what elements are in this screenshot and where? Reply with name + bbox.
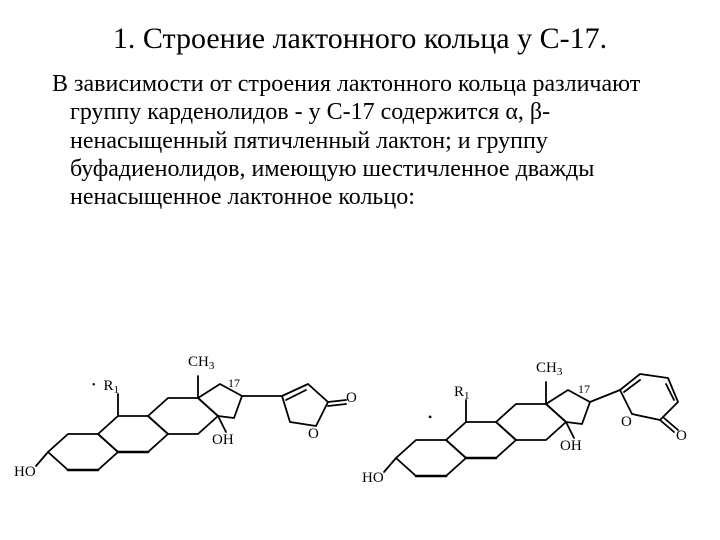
slide-title: 1. Строение лактонного кольца у С-17. <box>30 22 690 56</box>
label-lactone-carbonyl-o-left: O <box>346 390 357 407</box>
label-oh-right: OH <box>560 438 582 455</box>
label-c17-left: 17 <box>228 376 240 391</box>
label-oh-left: OH <box>212 432 234 449</box>
body-paragraph: В зависимости от строения лактонного кол… <box>30 70 680 212</box>
label-ho-left: HO <box>14 464 36 481</box>
chemical-structures-row: CH3 •R1 17 OH HO O O <box>0 332 720 512</box>
slide: 1. Строение лактонного кольца у С-17. В … <box>0 0 720 540</box>
label-pyrone-carbonyl-o-right: O <box>676 428 687 445</box>
label-ch3-left: CH3 <box>188 354 214 371</box>
label-lactone-ring-o-left: O <box>308 426 319 443</box>
label-ch3-right: CH3 <box>536 360 562 377</box>
label-pyrone-ring-o-right: O <box>621 414 632 431</box>
label-r1-right: R1 <box>454 384 470 401</box>
cardenolide-structure: CH3 •R1 17 OH HO O O <box>20 332 360 507</box>
label-ho-right: HO <box>362 470 384 487</box>
label-r1-left: •R1 <box>100 378 119 395</box>
bufadienolide-structure: CH3 R1 • 17 OH HO O O <box>368 332 718 507</box>
label-c17-right: 17 <box>578 382 590 397</box>
label-dot-right: • <box>428 410 432 425</box>
bufadienolide-svg <box>368 332 718 507</box>
